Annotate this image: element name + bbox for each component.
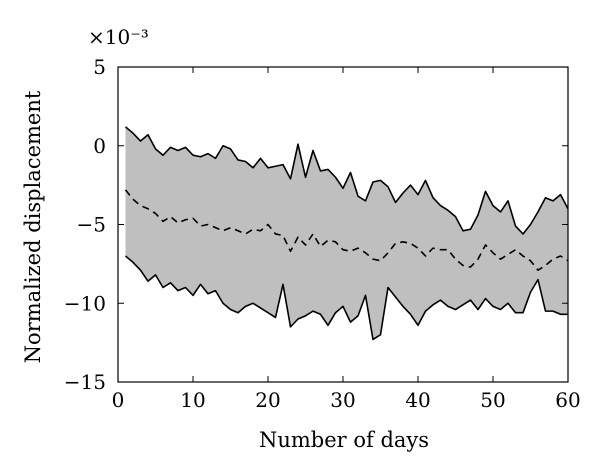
y-exponent-label: ×10⁻³ [88,25,149,49]
series-lines [124,126,569,341]
lower-bound-line [124,255,568,341]
x-tick-label: 30 [330,388,355,412]
y-tick-label: 0 [93,134,106,158]
x-tick-label: 40 [405,388,430,412]
y-tick-label: −10 [64,291,106,315]
x-tick-label: 0 [112,388,125,412]
y-axis-label: Normalized displacement [21,90,45,363]
x-tick-label: 10 [180,388,205,412]
y-tick-labels: 5 0 −5 −10 −15 [64,55,106,394]
x-tick-label: 50 [480,388,505,412]
plot-area [117,66,569,383]
y-tick-label: −5 [77,213,106,237]
mean-line [124,189,569,271]
confidence-band [125,126,568,340]
band-layer [125,126,568,340]
upper-bound-line [124,126,569,235]
x-tick-label: 20 [255,388,280,412]
y-tick-label: 5 [93,55,106,79]
x-tick-labels: 0 10 20 30 40 50 60 [112,388,581,412]
x-axis-label: Number of days [259,428,429,452]
x-tick-label: 60 [555,388,580,412]
y-tick-label: −15 [64,370,106,394]
axis-ticks [117,66,569,383]
